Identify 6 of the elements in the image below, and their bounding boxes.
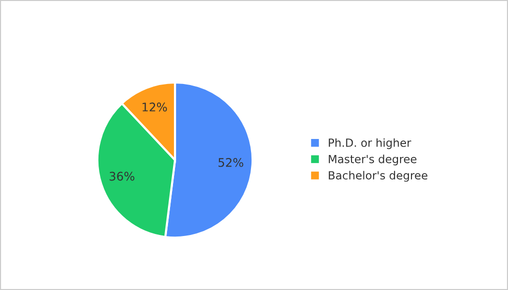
data-label: 12% (142, 102, 167, 112)
data-label: 52% (218, 158, 244, 167)
legend-label: Bachelor's degree (328, 170, 428, 182)
legend-label: Ph.D. or higher (328, 138, 412, 150)
data-label: 36% (110, 172, 134, 181)
legend-label: Master's degree (328, 154, 416, 166)
